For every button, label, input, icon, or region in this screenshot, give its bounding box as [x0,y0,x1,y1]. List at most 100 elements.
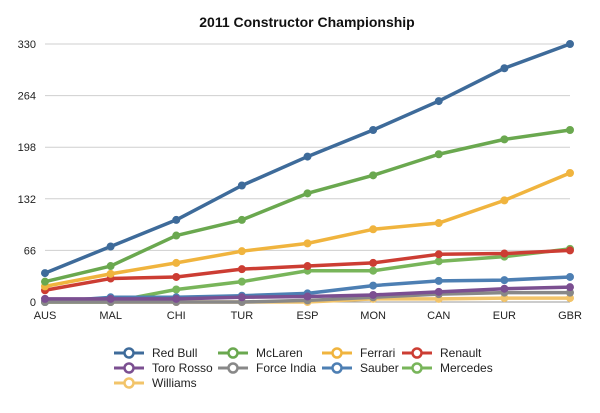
legend-swatch [400,361,434,375]
legend-swatch-marker [125,364,134,373]
legend-item: Mercedes [400,361,493,375]
data-point [304,153,311,160]
x-tick-label: TUR [231,310,254,322]
legend-swatch [112,376,146,390]
legend-swatch [216,361,250,375]
legend-swatch-marker [333,349,342,358]
data-point [501,285,508,292]
data-point [304,293,311,300]
data-point [370,267,377,274]
data-point [107,263,114,270]
legend-label: Force India [256,361,316,375]
data-point [238,294,245,301]
legend-swatch-marker [125,349,134,358]
data-point [304,190,311,197]
data-point [238,278,245,285]
data-point [435,98,442,105]
data-point [435,151,442,158]
data-point [435,251,442,258]
x-tick-label: MON [360,310,386,322]
legend-swatch [400,346,434,360]
legend-swatch-marker [413,349,422,358]
data-point [107,295,114,302]
data-point [501,277,508,284]
data-point [370,127,377,134]
data-point [173,273,180,280]
x-tick-label: MAL [99,310,122,322]
data-point [501,65,508,72]
legend-swatch-marker [229,349,238,358]
data-point [567,273,574,280]
legend-swatch [112,361,146,375]
legend-label: McLaren [256,346,303,360]
data-point [238,216,245,223]
legend-swatch [216,346,250,360]
legend-item: Renault [400,346,481,360]
data-point [567,127,574,134]
data-point [173,216,180,223]
data-point [501,250,508,257]
data-point [370,259,377,266]
data-point [370,226,377,233]
legend-label: Mercedes [440,361,493,375]
x-tick-label: EUR [493,310,516,322]
data-point [173,259,180,266]
legend-item: Ferrari [320,346,395,360]
data-point [107,270,114,277]
legend-swatch [112,346,146,360]
data-point [304,263,311,270]
data-point [173,286,180,293]
data-point [370,282,377,289]
data-point [238,248,245,255]
legend-swatch-marker [229,364,238,373]
legend-item: Toro Rosso [112,361,213,375]
legend-label: Red Bull [152,346,197,360]
y-tick-label: 264 [18,91,36,103]
data-point [501,136,508,143]
legend-swatch [320,346,354,360]
x-tick-label: CAN [427,310,450,322]
x-tick-label: ESP [296,310,318,322]
data-point [567,284,574,291]
data-point [435,288,442,295]
chart-root: 2011 Constructor Championship 0 66 132 198 2… [0,0,600,408]
legend-item: Red Bull [112,346,197,360]
legend-item: Williams [112,376,197,390]
y-tick-label: 132 [18,194,36,206]
data-point [567,41,574,48]
legend-swatch-marker [125,379,134,388]
legend-swatch-marker [333,364,342,373]
data-point [238,266,245,273]
y-tick-label: 0 [30,297,36,309]
x-tick-label: CHI [167,310,186,322]
series-lines [42,41,574,306]
legend-label: Williams [152,376,197,390]
legend-item: McLaren [216,346,303,360]
legend-swatch [320,361,354,375]
data-point [435,277,442,284]
data-point [42,278,49,285]
y-tick-label: 66 [24,245,36,257]
legend-label: Sauber [360,361,399,375]
y-tick-label: 198 [18,142,36,154]
x-tick-label: GBR [558,310,582,322]
data-point [435,220,442,227]
legend-item: Sauber [320,361,399,375]
legend-label: Ferrari [360,346,395,360]
data-point [107,243,114,250]
data-point [567,247,574,254]
legend-item: Force India [216,361,316,375]
data-point [42,295,49,302]
data-point [173,232,180,239]
data-point [238,182,245,189]
chart-title: 2011 Constructor Championship [199,14,414,30]
data-point [370,291,377,298]
data-point [370,172,377,179]
data-point [304,240,311,247]
data-point [173,295,180,302]
legend-swatch-marker [413,364,422,373]
legend-label: Renault [440,346,481,360]
data-point [501,197,508,204]
legend-label: Toro Rosso [152,361,213,375]
y-tick-label: 330 [18,39,36,51]
